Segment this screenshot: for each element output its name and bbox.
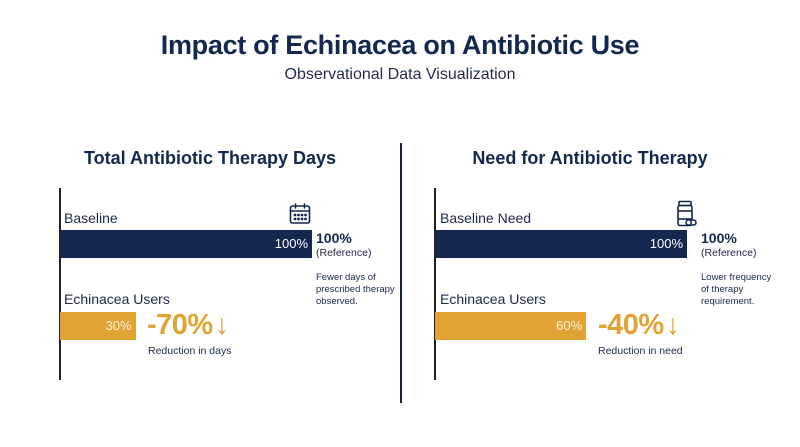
baseline-bar-value: 100% [649,236,683,251]
calendar-icon [288,202,312,231]
baseline-bar [435,230,687,258]
side-note: Fewer days of prescribed therapy observe… [316,272,395,307]
change-caption: Reduction in need [598,345,683,357]
panel-divider [400,143,402,403]
baseline-bar-value: 100% [274,236,308,251]
treatment-label: Echinacea Users [440,291,546,307]
pill-bottle-icon [674,200,698,233]
page-subtitle: Observational Data Visualization [284,66,516,83]
chart-axis [434,188,436,380]
baseline-label: Baseline Need [440,210,532,226]
treatment-bar-value: 30% [105,318,132,333]
change-percent: -70% [147,309,213,341]
reference-percent: 100% [316,230,352,246]
reference-note: (Reference) [701,247,757,259]
treatment-bar [435,312,587,340]
reference-percent: 100% [701,230,737,246]
panel-title: Need for Antibiotic Therapy [472,148,708,168]
side-note: Lower frequency of therapy requirement. [701,272,772,307]
down-arrow-icon: ↓ [665,309,681,341]
change-value: -40%↓ [598,309,680,342]
baseline-label: Baseline [64,210,118,226]
reference-note: (Reference) [316,247,372,259]
change-percent: -40% [598,309,664,341]
down-arrow-icon: ↓ [214,309,230,341]
change-value: -70%↓ [147,309,229,342]
chart-axis [59,188,61,380]
baseline-bar [60,230,312,258]
panel-title: Total Antibiotic Therapy Days [83,148,337,168]
page-title: Impact of Echinacea on Antibiotic Use [160,30,640,60]
treatment-label: Echinacea Users [64,291,170,307]
treatment-bar-value: 60% [556,318,583,333]
treatment-bar [60,312,136,340]
change-caption: Reduction in days [148,345,232,357]
